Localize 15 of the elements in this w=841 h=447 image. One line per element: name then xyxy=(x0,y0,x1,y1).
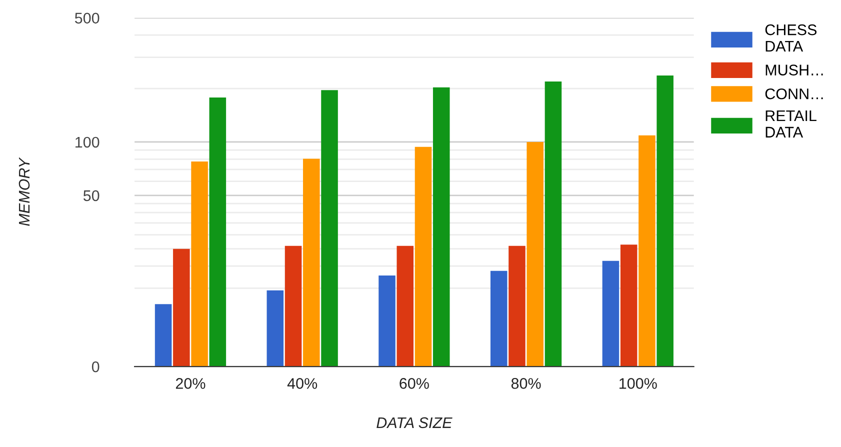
legend-label: MUSH… xyxy=(766,64,823,76)
x-tick-label: 100% xyxy=(620,378,657,389)
x-tick-label: 40% xyxy=(287,378,318,389)
y-tick-label: 500 xyxy=(74,12,100,24)
x-tick-label: 60% xyxy=(400,378,429,389)
legend-label: RETAIL DATA xyxy=(766,110,816,138)
y-axis-title: MEMORY xyxy=(18,157,30,226)
x-tick-label: 80% xyxy=(511,378,541,389)
legend-label: CONN… xyxy=(765,88,823,100)
y-tick-label: 50 xyxy=(83,190,100,202)
x-axis-title: DATA SIZE xyxy=(376,417,452,428)
legend-label: CHESS DATA xyxy=(765,24,817,52)
x-tick-label: 20% xyxy=(176,378,206,389)
y-tick-label: 0 xyxy=(92,361,100,372)
y-tick-label: 100 xyxy=(76,136,100,148)
